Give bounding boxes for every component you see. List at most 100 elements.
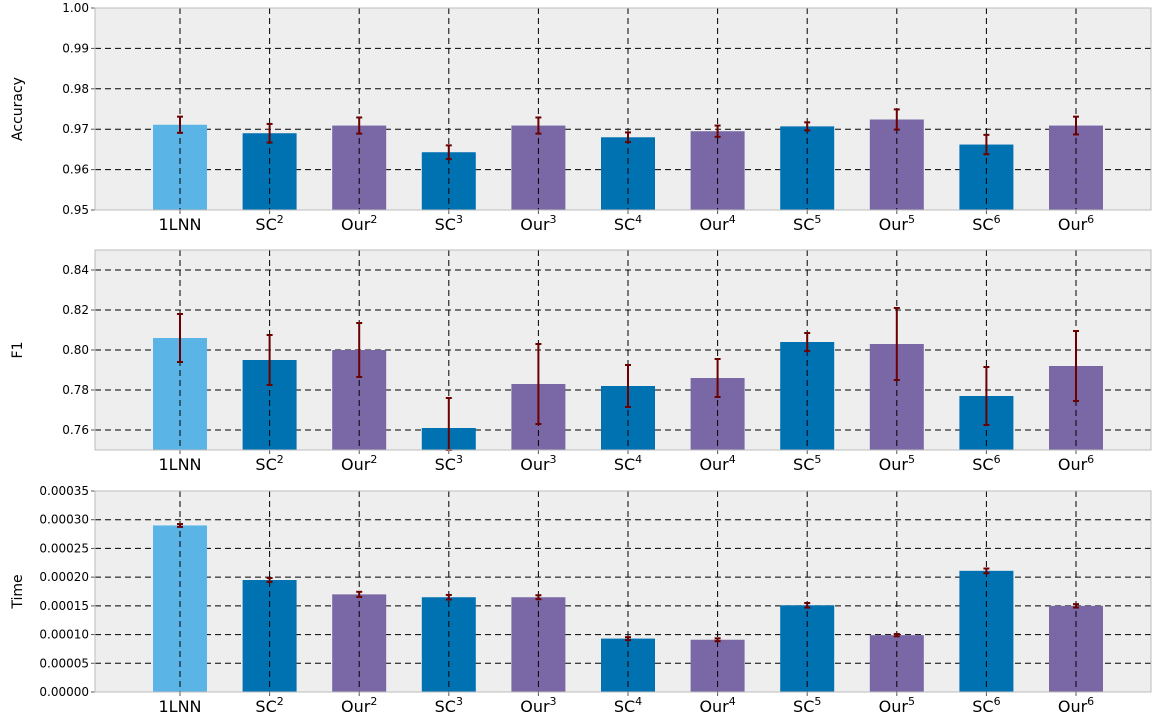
x-tick-label: SC5 [793, 453, 821, 474]
x-tick-label-base: 1LNN [158, 215, 201, 234]
y-tick-label: 0.78 [62, 383, 89, 397]
x-tick-label-sup: 3 [456, 213, 463, 226]
bar [869, 119, 924, 210]
x-tick-label-base: Our [520, 697, 550, 716]
error-bar [445, 144, 452, 161]
x-tick-label: Our3 [520, 453, 556, 474]
error-bar [893, 632, 900, 638]
x-tick-label: SC5 [793, 695, 821, 716]
x-tick-label-sup: 3 [456, 453, 463, 466]
x-tick-label-base: Our [520, 215, 550, 234]
x-tick-label-sup: 5 [908, 695, 915, 708]
x-tick-label-sup: 5 [814, 213, 821, 226]
x-tick-label-sup: 5 [814, 453, 821, 466]
x-tick-label: SC2 [255, 695, 283, 716]
y-tick-label: 0.99 [62, 41, 89, 55]
bar [780, 605, 835, 692]
x-tick-label-sup: 4 [635, 453, 642, 466]
error-bar [804, 601, 811, 609]
panel-time: 0.00000 0.00005 0.00010 0.00015 0.00020 0.000… [10, 484, 1152, 716]
x-tick-label: SC3 [435, 695, 463, 716]
x-tick-label-base: Our [699, 215, 729, 234]
error-bar [535, 116, 542, 135]
x-tick-label: Our6 [1058, 695, 1094, 716]
error-bar [356, 116, 363, 135]
x-tick-label-base: SC [972, 697, 993, 716]
error-bar [1073, 330, 1079, 402]
y-tick-label: 0.98 [62, 82, 89, 96]
x-tick-label: SC6 [972, 453, 1000, 474]
x-tick-label: SC3 [435, 213, 463, 234]
x-tick-label-sup: 6 [1087, 695, 1094, 708]
error-bar [714, 358, 721, 398]
x-tick-label: SC4 [614, 213, 642, 234]
x-tick-label: SC3 [435, 453, 463, 474]
y-tick-label: 0.00015 [39, 599, 89, 613]
x-tick-label: SC4 [614, 453, 642, 474]
x-tick-label-sup: 4 [635, 695, 642, 708]
x-tick-label-sup: 6 [1087, 453, 1094, 466]
error-bar [625, 364, 631, 408]
x-tick-label-sup: 2 [370, 453, 377, 466]
x-tick-label-sup: 2 [370, 695, 377, 708]
bar [153, 124, 207, 210]
x-tick-label-base: SC [255, 215, 276, 234]
x-tick-label: SC4 [614, 695, 642, 716]
x-tick-label-base: SC [793, 697, 814, 716]
y-tick-label: 0.82 [62, 303, 89, 317]
error-bar [356, 322, 363, 378]
x-tick-label-sup: 6 [1087, 213, 1094, 226]
x-tick-label: Our2 [341, 695, 377, 716]
plot-border [94, 249, 1152, 451]
error-bar [893, 108, 900, 131]
error-bar [266, 334, 273, 386]
error-bar [983, 133, 990, 156]
x-tick-label: SC2 [255, 453, 283, 474]
error-bar [1073, 603, 1079, 609]
y-axis-label: Accuracy [10, 77, 26, 141]
x-tick-label: 1LNN [158, 215, 201, 234]
y-tick-label: 0.00000 [39, 685, 89, 699]
x-tick-label: Our5 [879, 213, 915, 234]
x-tick-label-base: 1LNN [158, 697, 201, 716]
x-tick-label: Our6 [1058, 213, 1094, 234]
x-tick-label: Our2 [341, 453, 377, 474]
x-tick-label-base: Our [879, 697, 909, 716]
error-bar [266, 577, 273, 584]
x-tick-label-base: SC [972, 215, 993, 234]
error-bar [356, 590, 363, 598]
error-bar [625, 131, 631, 144]
x-tick-label-sup: 5 [908, 453, 915, 466]
x-tick-label-base: Our [699, 455, 729, 474]
x-tick-label: Our2 [341, 213, 377, 234]
x-tick-label-sup: 2 [277, 453, 284, 466]
x-tick-label-sup: 3 [550, 213, 557, 226]
y-tick-label: 0.76 [62, 423, 89, 437]
x-tick-label-base: Our [699, 697, 729, 716]
y-tick-label: 0.00025 [39, 541, 89, 555]
error-bar [177, 115, 183, 134]
bar [153, 525, 207, 692]
x-tick-label-sup: 4 [635, 213, 642, 226]
x-tick-label-sup: 4 [729, 453, 736, 466]
x-tick-label-sup: 2 [277, 213, 284, 226]
x-tick-label-base: SC [793, 215, 814, 234]
x-tick-label-sup: 4 [729, 213, 736, 226]
plot-border [94, 490, 1152, 693]
y-axis-label: Time [10, 574, 26, 609]
y-tick-label: 1.00 [62, 1, 89, 15]
x-tick-label-base: Our [341, 215, 371, 234]
y-tick-label: 0.97 [62, 122, 89, 136]
x-tick-label-base: SC [435, 215, 456, 234]
y-tick-label: 0.95 [62, 203, 89, 217]
error-bar [445, 593, 452, 601]
x-tick-label-base: SC [614, 697, 635, 716]
y-tick-label: 0.00020 [39, 570, 89, 584]
x-tick-label-base: SC [435, 455, 456, 474]
error-bar [714, 637, 721, 643]
x-tick-label-base: Our [1058, 215, 1088, 234]
x-tick-label: Our5 [879, 695, 915, 716]
x-tick-label-base: SC [255, 697, 276, 716]
